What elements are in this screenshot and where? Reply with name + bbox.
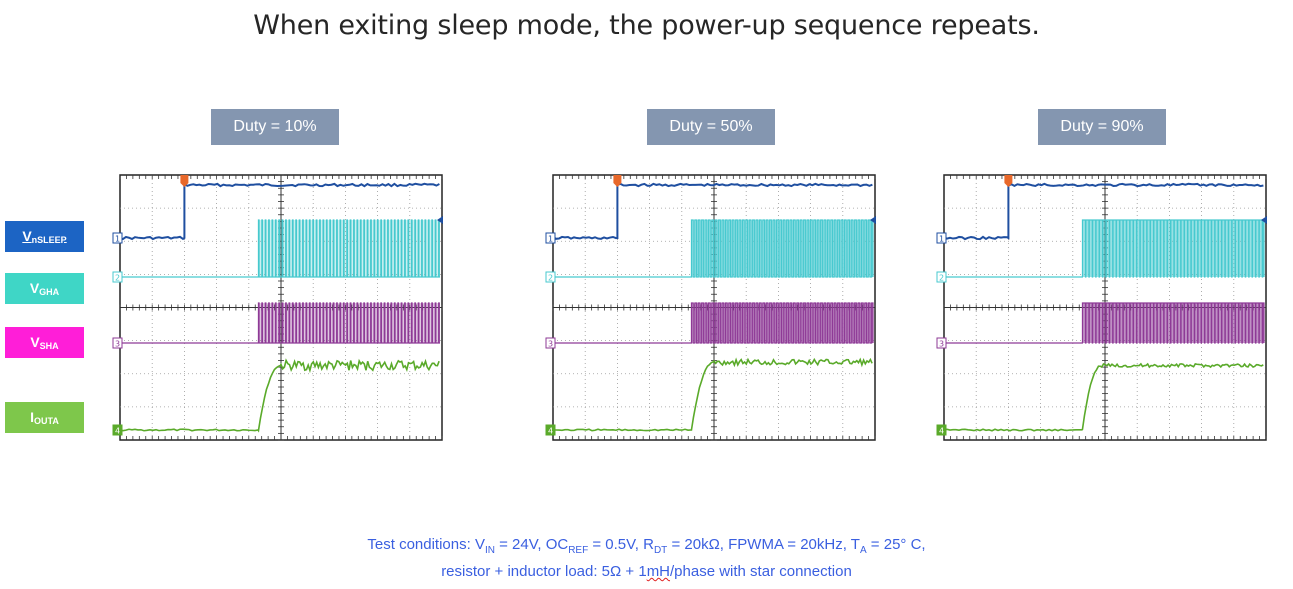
scope-svg: 1 2 3 4: [936, 174, 1267, 441]
channel-marker-text: 1: [115, 235, 120, 244]
trace-gha: [120, 219, 440, 278]
channel-marker-2: 2: [936, 271, 947, 283]
channel-marker-text: 2: [115, 274, 120, 283]
test-conditions-subscript: REF: [568, 545, 589, 556]
channel-marker-text: 3: [548, 340, 553, 349]
test-conditions-text: = 25° C,: [866, 536, 926, 553]
channel-label-iouta-main: I: [30, 409, 35, 425]
channel-marker-2: 2: [112, 271, 123, 283]
channel-marker-box: [936, 337, 947, 349]
channel-marker-box: [112, 232, 123, 244]
channel-label-iouta: IOUTA: [5, 402, 84, 433]
test-conditions-line2: resistor + inductor load: 5Ω + 1mH/phase…: [0, 561, 1293, 582]
trace-sha-fill: [258, 303, 440, 343]
channel-marker-box: [112, 337, 123, 349]
channel-marker-4: 4: [112, 424, 123, 436]
trace-sha: [553, 302, 874, 344]
channel-label-sha-main: V: [30, 334, 40, 350]
trigger-level-icon: [437, 216, 443, 224]
channel-label-iouta-sub: OUTA: [34, 416, 59, 426]
trace-nsleep: [552, 182, 873, 240]
trace-iouta: [552, 357, 873, 432]
test-conditions-subscript: A: [859, 545, 867, 556]
scope-svg: 1 2 3 4: [112, 174, 443, 441]
test-conditions-subscript: IN: [484, 545, 495, 556]
channel-marker-1: 1: [112, 232, 123, 244]
channel-marker-box: [545, 337, 556, 349]
channel-marker-1: 1: [545, 232, 556, 244]
trigger-marker-icon: [1004, 175, 1013, 187]
channel-marker-box: [936, 271, 947, 283]
channel-label-gha-main: V: [29, 280, 40, 296]
channel-marker-box: [545, 271, 556, 283]
channel-marker-text: 2: [939, 274, 944, 283]
channel-marker-text: 4: [939, 427, 944, 436]
channel-marker-text: 1: [548, 235, 553, 244]
channel-label-nsleep-main: V: [22, 228, 32, 244]
test-conditions-subscript: DT: [653, 545, 668, 556]
channel-marker-1: 1: [936, 232, 947, 244]
channel-label-gha-sub: GHA: [39, 287, 60, 297]
scope-duty-10: 1 2 3 4: [112, 174, 443, 441]
scope-svg: 1 2 3 4: [545, 174, 876, 441]
channel-marker-3: 3: [545, 337, 556, 349]
channel-marker-text: 3: [115, 340, 120, 349]
channel-marker-box: [545, 424, 556, 436]
test-conditions-text: Test conditions: V: [367, 536, 485, 553]
test-conditions-text: = 24V, OC: [494, 536, 569, 553]
trace-gha-fill: [258, 220, 440, 277]
channel-marker-4: 4: [545, 424, 556, 436]
channel-marker-text: 2: [548, 274, 553, 283]
test-conditions-line2-unit: mH: [646, 563, 671, 580]
channel-marker-box: [936, 232, 947, 244]
test-conditions-text: = 20kΩ, FPWMA = 20kHz, T: [667, 536, 860, 553]
trace-gha: [553, 219, 874, 278]
trace-sha-fill: [691, 303, 873, 343]
test-conditions: Test conditions: VIN = 24V, OCREF = 0.5V…: [0, 534, 1293, 582]
channel-marker-text: 4: [115, 427, 120, 436]
trace-nsleep: [943, 182, 1264, 241]
scope-duty-90: 1 2 3 4: [936, 174, 1267, 441]
channel-marker-text: 4: [548, 427, 553, 436]
channel-marker-text: 1: [939, 235, 944, 244]
trace-nsleep: [119, 182, 440, 241]
page-title: When exiting sleep mode, the power-up se…: [253, 10, 1040, 41]
channel-marker-3: 3: [112, 337, 123, 349]
duty-label-50: Duty = 50%: [647, 109, 775, 145]
channel-marker-4: 4: [936, 424, 947, 436]
trace-gha-fill: [1082, 220, 1264, 277]
trace-sha-fill: [1082, 303, 1264, 343]
channel-label-nsleep: VnSLEEP: [5, 221, 84, 252]
duty-label-90: Duty = 90%: [1038, 109, 1166, 145]
channel-label-sha-sub: SHA: [39, 341, 59, 351]
scope-duty-50: 1 2 3 4: [545, 174, 876, 441]
channel-marker-box: [545, 232, 556, 244]
trace-iouta: [943, 362, 1264, 432]
trigger-marker-icon: [180, 175, 189, 187]
test-conditions-line2-c: /phase with star connection: [670, 563, 852, 580]
trigger-marker-icon: [613, 175, 622, 187]
channel-label-nsleep-sub: nSLEEP: [31, 235, 67, 245]
trace-iouta: [119, 358, 440, 433]
trigger-level-icon: [1261, 216, 1267, 224]
trace-gha-fill: [691, 220, 873, 277]
test-conditions-text: = 0.5V, R: [588, 536, 654, 553]
test-conditions-line1: Test conditions: VIN = 24V, OCREF = 0.5V…: [0, 534, 1293, 561]
channel-marker-box: [112, 424, 123, 436]
trigger-level-icon: [870, 216, 876, 224]
channel-label-gha: VGHA: [5, 273, 84, 304]
channel-marker-box: [936, 424, 947, 436]
test-conditions-line2-a: resistor + inductor load: 5Ω + 1: [441, 563, 647, 580]
duty-label-10: Duty = 10%: [211, 109, 339, 145]
channel-marker-box: [112, 271, 123, 283]
channel-label-sha: VSHA: [5, 327, 84, 358]
channel-marker-3: 3: [936, 337, 947, 349]
trace-sha: [120, 302, 440, 344]
channel-marker-text: 3: [939, 340, 944, 349]
channel-marker-2: 2: [545, 271, 556, 283]
